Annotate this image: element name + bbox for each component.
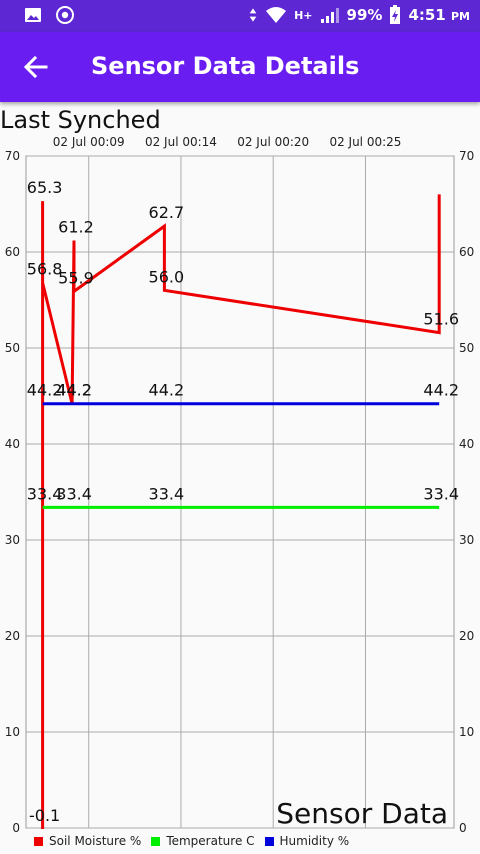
y-tick-label-right: 20 <box>459 629 474 643</box>
y-tick-label-right: 30 <box>459 533 474 547</box>
data-label: 33.4 <box>423 484 459 503</box>
y-tick-label-right: 0 <box>459 821 467 834</box>
legend-swatch-humidity <box>264 836 274 846</box>
y-tick-label-left: 60 <box>5 245 20 259</box>
y-tick-label-right: 10 <box>459 725 474 739</box>
data-label: 33.4 <box>27 484 63 503</box>
wifi-icon <box>266 7 287 23</box>
y-tick-label-right: 50 <box>459 341 474 355</box>
data-label: 33.4 <box>56 484 92 503</box>
legend-label-temp: Temperature C <box>166 834 255 848</box>
y-tick-label-right: 60 <box>459 245 474 259</box>
data-label: -0.1 <box>29 806 60 825</box>
battery-percent: 99% <box>346 6 383 24</box>
x-tick-label: 02 Jul 00:20 <box>237 135 309 149</box>
data-label: 56.0 <box>149 267 185 286</box>
data-label: 62.7 <box>149 203 185 222</box>
chart-legend: Soil Moisture % Temperature C Humidity % <box>34 834 359 848</box>
data-label: 44.2 <box>149 381 185 400</box>
y-tick-label-left: 20 <box>5 629 20 643</box>
data-label: 56.8 <box>27 260 63 279</box>
data-label: 51.6 <box>423 310 459 329</box>
gallery-icon <box>25 8 41 22</box>
data-label: 44.2 <box>56 381 92 400</box>
sensor-line-chart[interactable]: 0 0 10 10 20 20 30 30 40 40 50 50 60 60 70 70 02 Jul 00:… <box>0 134 480 834</box>
chrome-icon <box>56 6 74 24</box>
data-arrows-icon <box>249 8 257 22</box>
last-synched-label: Last Synched <box>0 106 161 134</box>
y-tick-label-left: 10 <box>5 725 20 739</box>
data-label: 65.3 <box>27 178 63 197</box>
y-tick-label-left: 40 <box>5 437 20 451</box>
data-label: 61.2 <box>58 217 94 236</box>
chart-description: Sensor Data <box>276 797 448 830</box>
status-bar: H+ 99% 4:51 PM <box>0 0 480 32</box>
legend-swatch-soil <box>34 836 43 846</box>
data-label: 44.2 <box>27 381 63 400</box>
y-tick-label-right: 40 <box>459 437 474 451</box>
y-tick-label-left: 0 <box>12 821 20 834</box>
signal-icon <box>320 8 339 23</box>
legend-item-humidity: Humidity % <box>264 834 350 848</box>
legend-label-soil: Soil Moisture % <box>49 834 142 848</box>
data-label: 55.9 <box>58 268 94 287</box>
page-title: Sensor Data Details <box>91 52 360 80</box>
series-line-0 <box>41 194 441 829</box>
back-arrow-icon[interactable] <box>20 52 52 82</box>
data-label: 44.2 <box>423 381 459 400</box>
x-tick-label: 02 Jul 00:14 <box>145 135 217 149</box>
data-label: 44.2 <box>56 381 92 400</box>
data-label: 33.4 <box>149 484 185 503</box>
clock: 4:51 PM <box>408 6 470 24</box>
legend-label-humidity: Humidity % <box>279 834 350 848</box>
y-tick-label-left: 30 <box>5 533 20 547</box>
battery-charging-icon <box>390 5 401 24</box>
x-tick-label: 02 Jul 00:25 <box>329 135 401 149</box>
legend-item-temp: Temperature C <box>151 834 255 848</box>
app-toolbar: Sensor Data Details <box>0 32 480 102</box>
legend-item-soil: Soil Moisture % <box>34 834 141 848</box>
x-tick-label: 02 Jul 00:09 <box>53 135 125 149</box>
legend-swatch-temp <box>151 836 161 846</box>
y-tick-label-left: 70 <box>5 149 20 163</box>
network-type: H+ <box>294 8 313 22</box>
y-tick-label-right: 70 <box>459 149 474 163</box>
y-tick-label-left: 50 <box>5 341 20 355</box>
